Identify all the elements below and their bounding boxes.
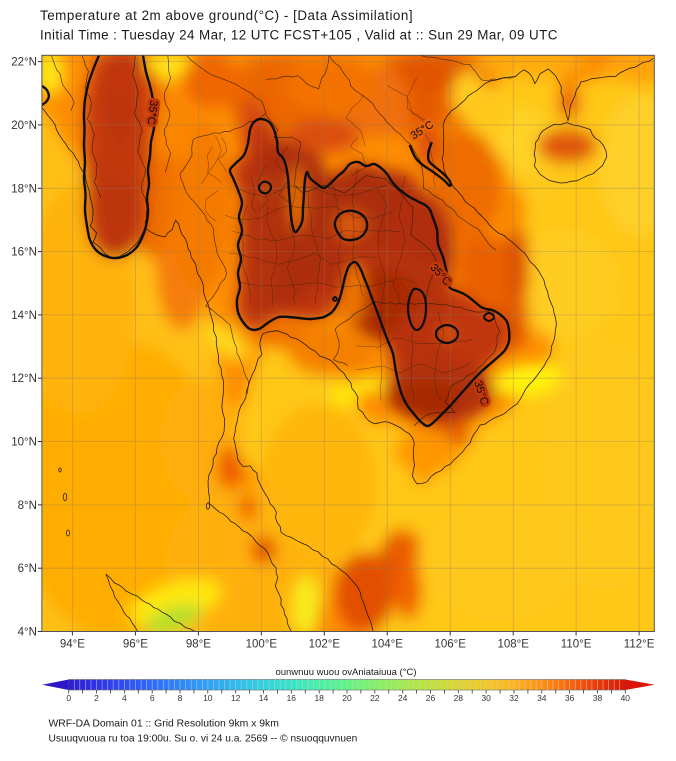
svg-text:ounwnuu wuou ovAniataiuua (°C): ounwnuu wuou ovAniataiuua (°C) bbox=[275, 667, 416, 678]
svg-text:18°N: 18°N bbox=[11, 183, 37, 195]
svg-text:96°E: 96°E bbox=[123, 639, 148, 651]
svg-text:10: 10 bbox=[203, 693, 213, 703]
svg-text:WRF-DA Domain 01 :: Grid Resol: WRF-DA Domain 01 :: Grid Resolution 9km … bbox=[49, 719, 279, 730]
svg-text:94°E: 94°E bbox=[60, 639, 85, 651]
svg-text:24: 24 bbox=[398, 693, 408, 703]
svg-text:112°E: 112°E bbox=[624, 639, 655, 651]
svg-text:32: 32 bbox=[509, 693, 519, 703]
svg-text:22: 22 bbox=[370, 693, 380, 703]
svg-text:8°N: 8°N bbox=[18, 500, 37, 512]
svg-text:14°N: 14°N bbox=[11, 310, 37, 322]
svg-text:16°N: 16°N bbox=[11, 247, 37, 259]
svg-text:100°E: 100°E bbox=[246, 639, 278, 651]
svg-text:28: 28 bbox=[454, 693, 464, 703]
svg-text:98°E: 98°E bbox=[186, 639, 211, 651]
svg-text:4: 4 bbox=[122, 693, 127, 703]
svg-text:106°E: 106°E bbox=[434, 639, 466, 651]
svg-text:20°N: 20°N bbox=[11, 120, 37, 132]
svg-text:34: 34 bbox=[537, 693, 547, 703]
svg-text:Temperature at 2m above ground: Temperature at 2m above ground(°C) - [Da… bbox=[40, 8, 413, 23]
svg-text:16: 16 bbox=[287, 693, 297, 703]
svg-text:12°N: 12°N bbox=[11, 373, 37, 385]
svg-text:4°N: 4°N bbox=[18, 627, 37, 639]
svg-text:0: 0 bbox=[66, 693, 71, 703]
svg-text:40: 40 bbox=[621, 693, 631, 703]
svg-text:36: 36 bbox=[565, 693, 575, 703]
svg-text:Initial Time : Tuesday 24 Mar,: Initial Time : Tuesday 24 Mar, 12 UTC FC… bbox=[40, 28, 558, 43]
svg-text:2: 2 bbox=[94, 693, 99, 703]
svg-text:26: 26 bbox=[426, 693, 436, 703]
svg-text:6°N: 6°N bbox=[18, 563, 37, 575]
svg-text:108°E: 108°E bbox=[497, 639, 529, 651]
svg-text:20: 20 bbox=[342, 693, 352, 703]
svg-text:38: 38 bbox=[593, 693, 603, 703]
svg-text:6: 6 bbox=[150, 693, 155, 703]
svg-text:18: 18 bbox=[314, 693, 324, 703]
svg-text:104°E: 104°E bbox=[371, 639, 403, 651]
svg-text:8: 8 bbox=[178, 693, 183, 703]
svg-text:12: 12 bbox=[231, 693, 241, 703]
svg-text:35°C: 35°C bbox=[145, 99, 160, 125]
svg-text:102°E: 102°E bbox=[309, 639, 341, 651]
svg-text:14: 14 bbox=[259, 693, 269, 703]
svg-text:30: 30 bbox=[481, 693, 491, 703]
svg-text:22°N: 22°N bbox=[11, 57, 37, 69]
svg-text:10°N: 10°N bbox=[11, 437, 37, 449]
svg-text:Usuuqvuoua ru toa 19:00u. Su o: Usuuqvuoua ru toa 19:00u. Su o. vi 24 u.… bbox=[49, 734, 358, 745]
svg-text:110°E: 110°E bbox=[561, 639, 592, 651]
